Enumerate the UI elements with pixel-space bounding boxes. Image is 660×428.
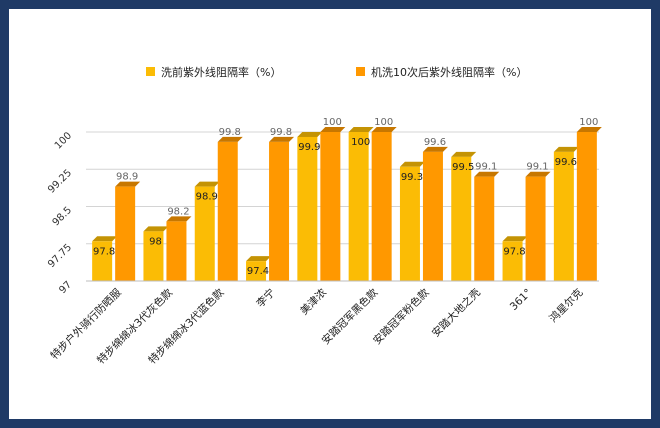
y-tick-label: 100	[53, 130, 74, 151]
bar	[246, 261, 267, 281]
bar-top	[194, 181, 220, 187]
legend-label: 洗前紫外线阻隔率（%）	[161, 65, 281, 79]
bar-top	[576, 127, 602, 132]
data-label: 99.3	[401, 172, 423, 183]
bar	[451, 156, 472, 281]
y-tick-label: 98.5	[51, 205, 75, 229]
data-label: 99.8	[270, 127, 292, 138]
data-label: 99.1	[526, 162, 548, 173]
bar-top	[502, 236, 528, 242]
data-label: 98.2	[167, 206, 189, 217]
y-tick-label: 99.25	[46, 168, 74, 196]
bar	[348, 132, 369, 281]
category-label: 361°	[508, 287, 534, 313]
category-label: 美津浓	[298, 286, 330, 318]
data-label: 100	[323, 117, 342, 128]
bar	[194, 186, 215, 281]
data-label: 98	[149, 236, 162, 247]
data-label: 100	[351, 137, 370, 148]
bar-top	[217, 136, 243, 142]
category-label: 鸿星尔克	[547, 286, 586, 325]
bar-top	[525, 171, 551, 177]
bar-top	[422, 146, 448, 152]
bar-top	[297, 131, 323, 137]
legend-swatch	[356, 67, 365, 76]
data-label: 97.8	[503, 246, 525, 257]
bar	[92, 241, 113, 281]
data-label: 98.9	[196, 192, 218, 203]
data-label: 99.5	[452, 162, 474, 173]
bar	[166, 221, 187, 281]
bar	[115, 186, 136, 281]
y-tick-label: 97	[57, 279, 74, 296]
bar	[422, 151, 443, 281]
data-label: 97.8	[93, 246, 115, 257]
data-label: 99.6	[555, 157, 577, 168]
bar	[269, 141, 290, 281]
y-tick-label: 97.75	[46, 242, 74, 270]
bar-top	[92, 236, 118, 242]
bar	[217, 141, 238, 281]
bar	[576, 132, 597, 281]
bar-top	[269, 136, 295, 142]
bar	[320, 132, 341, 281]
bar-top	[451, 151, 477, 157]
bar-top	[320, 127, 346, 132]
data-label: 100	[374, 117, 393, 128]
bar	[525, 176, 546, 281]
bar	[474, 176, 495, 281]
bar-top	[166, 216, 192, 222]
bar	[143, 231, 164, 281]
bar	[297, 136, 318, 281]
bar-top	[371, 127, 397, 132]
legend-label: 机洗10次后紫外线阻隔率（%）	[371, 65, 527, 79]
bar-top	[115, 181, 141, 187]
bar-top	[474, 171, 500, 177]
bar-top	[399, 161, 425, 167]
bar-top	[246, 256, 272, 262]
bar	[399, 166, 420, 281]
data-label: 98.9	[116, 172, 138, 183]
category-label: 李宁	[254, 286, 278, 310]
bar-top	[348, 127, 374, 132]
data-label: 99.9	[298, 142, 320, 153]
bar-top	[553, 146, 579, 152]
data-label: 100	[579, 117, 598, 128]
data-label: 99.8	[219, 127, 241, 138]
data-label: 99.6	[424, 137, 446, 148]
bar	[371, 132, 392, 281]
category-label: 安踏大地之壳	[429, 286, 483, 340]
data-label: 99.1	[475, 162, 497, 173]
chart-card: 97 97.75 98.5 99.25 100 洗前紫外线阻隔率（%） 机洗10次后紫外线阻…	[9, 9, 651, 419]
bar	[553, 151, 574, 281]
data-label: 97.4	[247, 266, 269, 277]
bar	[502, 241, 523, 281]
bar-top	[143, 226, 169, 232]
bar-chart: 97 97.75 98.5 99.25 100 洗前紫外线阻隔率（%） 机洗10次后紫外线阻…	[46, 65, 602, 367]
legend-swatch	[146, 67, 155, 76]
